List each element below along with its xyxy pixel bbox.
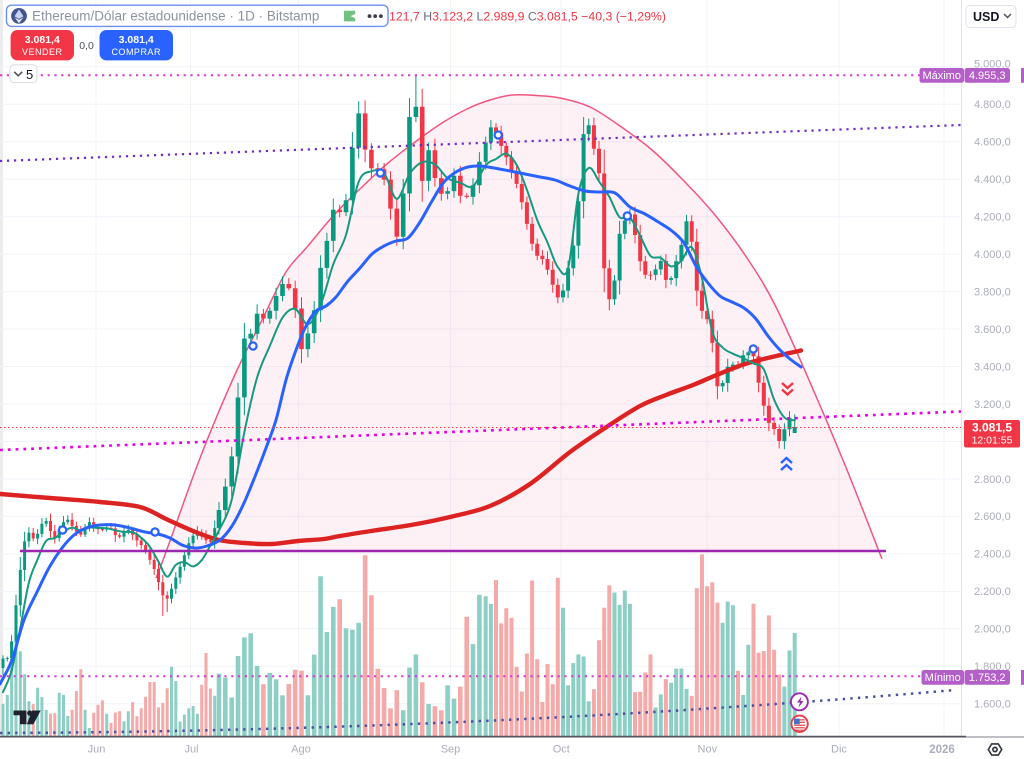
- svg-text:Sep: Sep: [441, 744, 461, 756]
- svg-text:Ago: Ago: [291, 744, 311, 756]
- svg-text:Nov: Nov: [698, 744, 718, 756]
- svg-text:COMPRAR: COMPRAR: [111, 47, 161, 57]
- svg-text:1.753,2: 1.753,2: [969, 672, 1006, 684]
- svg-text:1.600,0: 1.600,0: [974, 699, 1011, 711]
- svg-text:2.000,0: 2.000,0: [974, 624, 1011, 636]
- svg-text:Mínimo: Mínimo: [925, 672, 961, 684]
- svg-text:Oct: Oct: [553, 744, 570, 756]
- svg-text:3.600,0: 3.600,0: [974, 324, 1011, 336]
- svg-text:5.000,0: 5.000,0: [974, 59, 1011, 71]
- svg-text:3.081,5: 3.081,5: [972, 421, 1012, 435]
- svg-text:VENDER: VENDER: [22, 47, 63, 57]
- svg-text:Ethereum/Dólar estadounidense: Ethereum/Dólar estadounidense · 1D · Bit…: [32, 9, 319, 24]
- svg-text:USD: USD: [973, 10, 999, 24]
- svg-text:2.200,0: 2.200,0: [974, 586, 1011, 598]
- svg-text:2.400,0: 2.400,0: [974, 549, 1011, 561]
- svg-text:12:01:55: 12:01:55: [972, 435, 1013, 447]
- svg-text:4.400,0: 4.400,0: [974, 174, 1011, 186]
- svg-text:0,0: 0,0: [79, 40, 94, 52]
- svg-text:4.800,0: 4.800,0: [974, 99, 1011, 111]
- svg-text:Dic: Dic: [831, 744, 847, 756]
- svg-text:Jul: Jul: [184, 744, 198, 756]
- svg-text:4.200,0: 4.200,0: [974, 212, 1011, 224]
- svg-text:3.200,0: 3.200,0: [974, 399, 1011, 411]
- svg-text:2026: 2026: [929, 744, 955, 756]
- svg-text:2.600,0: 2.600,0: [974, 511, 1011, 523]
- svg-text:Jun: Jun: [88, 744, 106, 756]
- svg-text:4.000,0: 4.000,0: [974, 249, 1011, 261]
- svg-text:121,7 H3.123,2 L2.989,9 C3.081: 121,7 H3.123,2 L2.989,9 C3.081,5 −40,3 (…: [389, 10, 666, 24]
- svg-text:2.800,0: 2.800,0: [974, 474, 1011, 486]
- svg-text:5: 5: [26, 67, 33, 82]
- svg-text:Máximo: Máximo: [922, 70, 961, 82]
- svg-text:3.081,4: 3.081,4: [119, 34, 154, 46]
- svg-text:3.081,4: 3.081,4: [25, 34, 60, 46]
- svg-text:3.400,0: 3.400,0: [974, 361, 1011, 373]
- svg-text:4.955,3: 4.955,3: [969, 70, 1006, 82]
- svg-text:4.600,0: 4.600,0: [974, 137, 1011, 149]
- svg-text:3.800,0: 3.800,0: [974, 286, 1011, 298]
